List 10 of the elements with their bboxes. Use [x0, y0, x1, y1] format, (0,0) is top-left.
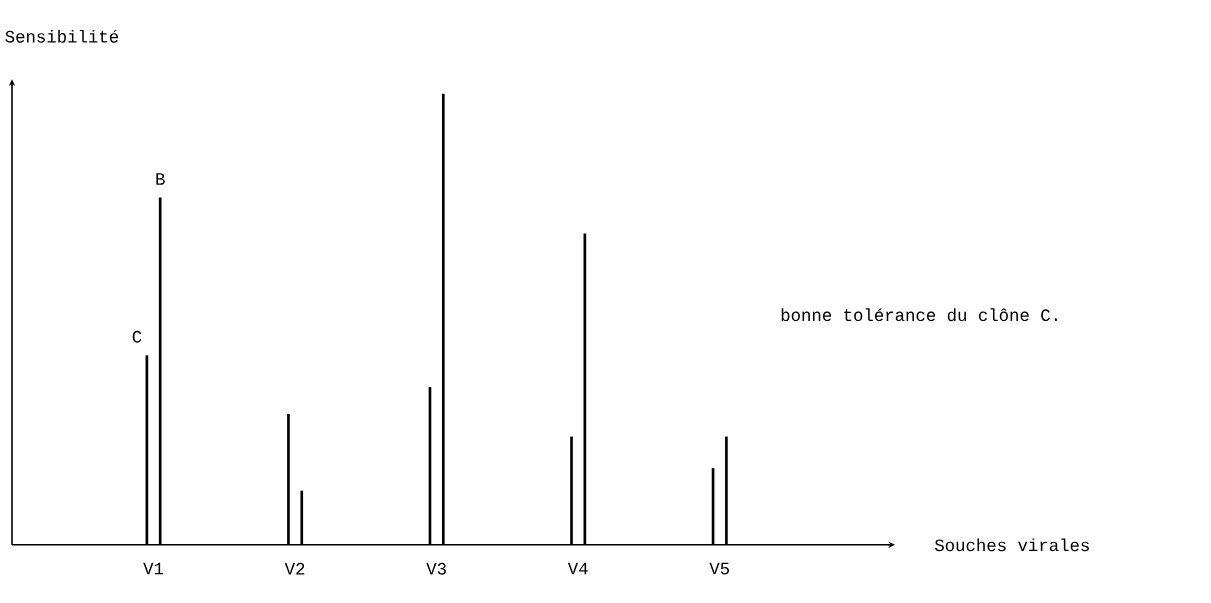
x-tick-label: V2 — [284, 562, 305, 575]
series-label: B — [156, 173, 165, 185]
y-axis-title: Sensibilité — [5, 29, 119, 43]
x-tick-label: V1 — [143, 562, 164, 575]
x-tick-label: V3 — [426, 562, 446, 575]
x-tick-label: V4 — [567, 562, 588, 575]
series-label: C — [132, 330, 142, 343]
annotation: bonne tolérance du clône C. — [781, 308, 1057, 322]
x-tick-label: V5 — [709, 562, 730, 575]
x-axis-title: Souches virales — [934, 538, 1089, 552]
